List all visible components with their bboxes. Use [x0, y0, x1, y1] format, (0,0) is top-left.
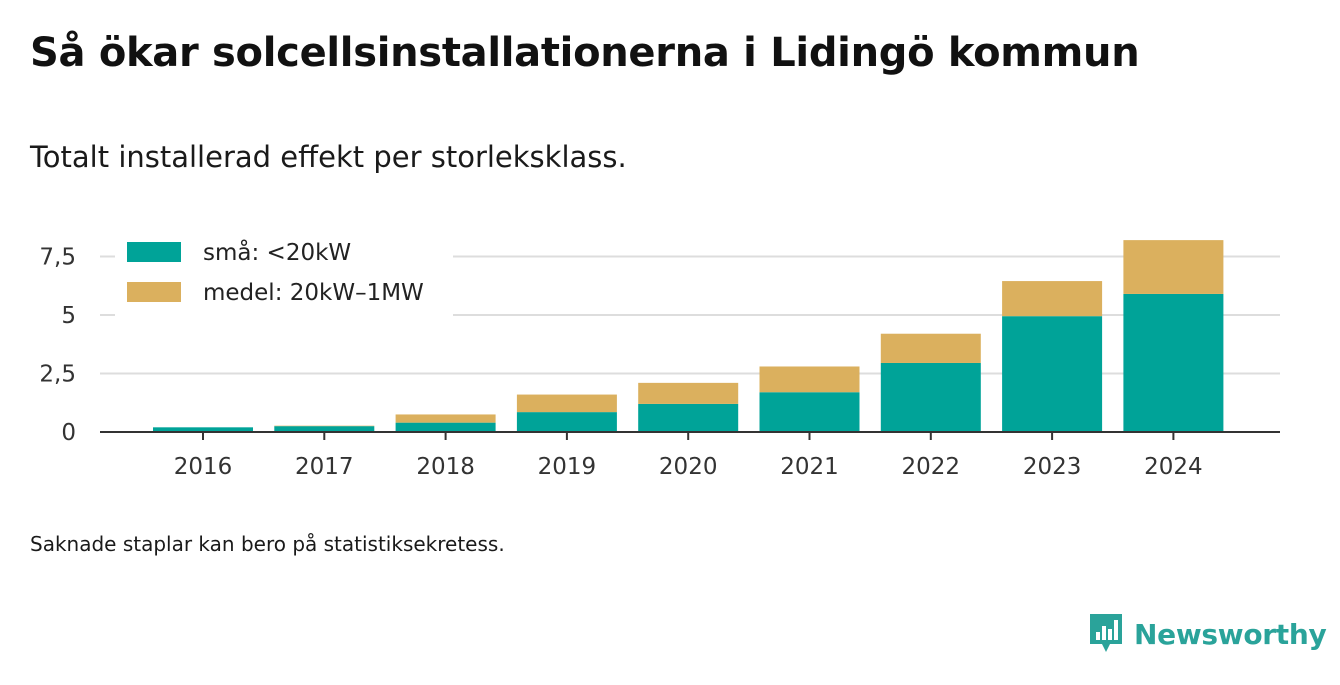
brand-name: Newsworthy [1134, 617, 1327, 651]
bar-small-2016 [153, 427, 253, 432]
x-tick-label: 2024 [1144, 454, 1203, 480]
y-tick-label: 5 [61, 303, 76, 329]
chart-title: Så ökar solcellsinstallationerna i Lidin… [30, 30, 1140, 76]
bar-small-2017 [274, 426, 375, 432]
bar-small-2020 [638, 403, 739, 432]
bar-small-2023 [1002, 316, 1103, 432]
x-tick-label: 2018 [416, 454, 475, 480]
y-tick-label: 0 [61, 420, 76, 446]
bar-medium-2024 [1123, 240, 1224, 294]
footnote: Saknade staplar kan bero på statistiksek… [30, 532, 505, 556]
bar-medium-2021 [759, 366, 860, 393]
bar-medium-2020 [638, 382, 739, 404]
bar-medium-2018 [395, 414, 496, 423]
x-tick-label: 2017 [295, 454, 354, 480]
newsworthy-logo[interactable]: Newsworthy [1088, 612, 1327, 656]
x-tick-label: 2019 [538, 454, 597, 480]
bar-small-2024 [1123, 293, 1224, 432]
bar-medium-2023 [1002, 281, 1103, 317]
legend-swatch [127, 242, 181, 262]
legend-label: medel: 20kW–1MW [203, 280, 424, 306]
bar-small-2021 [759, 392, 860, 432]
bar-small-2018 [395, 422, 496, 432]
bar-medium-2019 [516, 394, 617, 413]
x-tick-label: 2022 [902, 454, 961, 480]
x-tick-label: 2021 [780, 454, 839, 480]
bar-small-2019 [516, 412, 617, 432]
x-tick-label: 2023 [1023, 454, 1082, 480]
x-tick-label: 2020 [659, 454, 718, 480]
y-tick-label: 7,5 [39, 245, 76, 271]
bar-medium-2022 [880, 333, 981, 363]
bar-small-2022 [880, 362, 981, 432]
x-tick-label: 2016 [174, 454, 233, 480]
legend-label: små: <20kW [203, 238, 351, 266]
newsworthy-logo-icon [1090, 614, 1122, 652]
legend-swatch [127, 282, 181, 302]
chart-subtitle: Totalt installerad effekt per storlekskl… [30, 140, 627, 174]
y-tick-label: 2,5 [39, 362, 76, 388]
